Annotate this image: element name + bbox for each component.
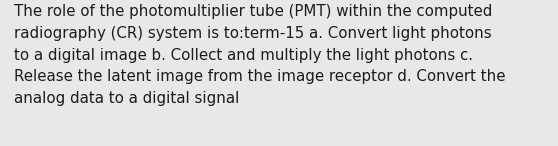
Text: The role of the photomultiplier tube (PMT) within the computed
radiography (CR) : The role of the photomultiplier tube (PM… [14, 4, 506, 106]
